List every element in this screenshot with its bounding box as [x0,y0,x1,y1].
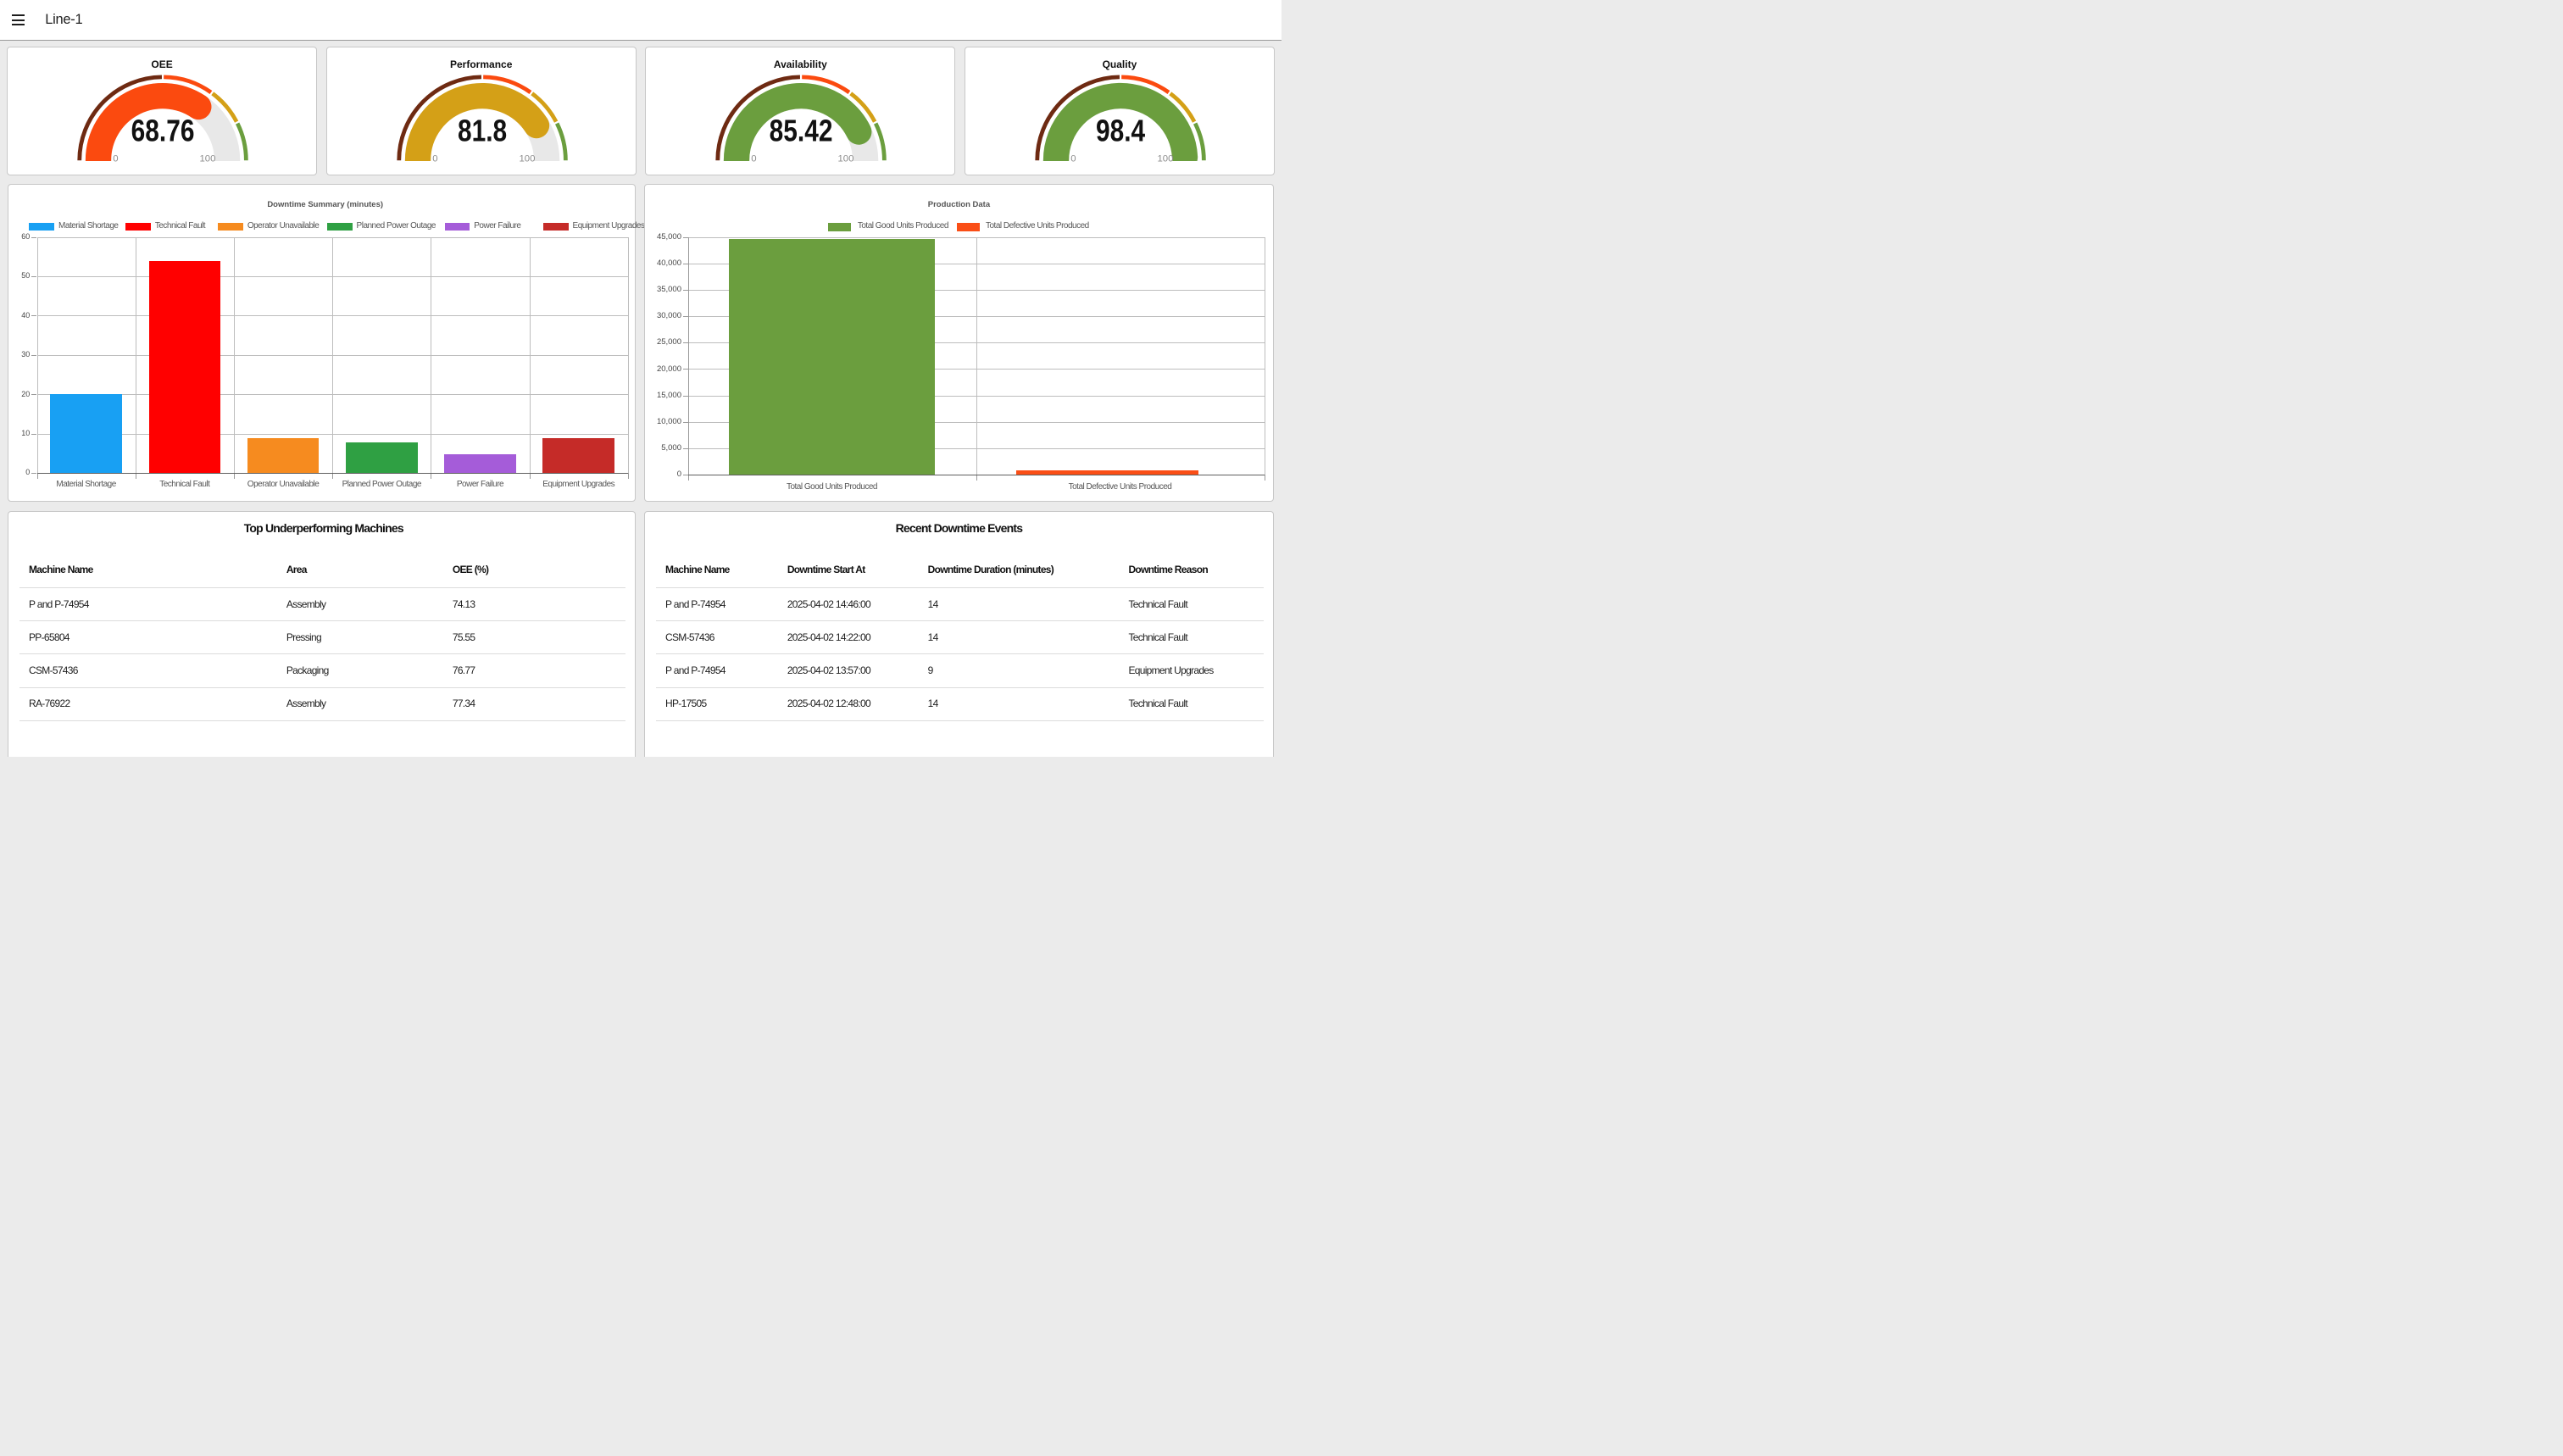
svg-text:85.42: 85.42 [770,114,833,148]
svg-text:98.4: 98.4 [1096,114,1146,148]
svg-text:0: 0 [751,154,756,164]
svg-text:100: 100 [199,154,215,164]
svg-text:81.8: 81.8 [458,114,507,148]
svg-text:100: 100 [1157,154,1173,164]
svg-text:68.76: 68.76 [131,114,195,148]
svg-text:100: 100 [519,154,535,164]
svg-text:0: 0 [1070,154,1076,164]
svg-text:0: 0 [432,154,437,164]
svg-text:100: 100 [838,154,854,164]
svg-text:0: 0 [113,154,118,164]
